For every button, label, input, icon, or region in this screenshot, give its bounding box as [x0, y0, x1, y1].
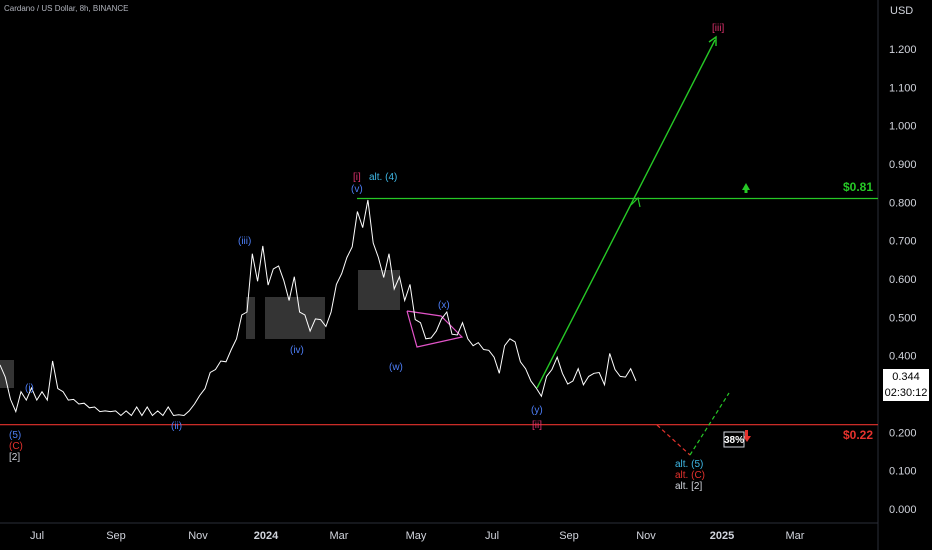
wave-label-y: (y): [531, 405, 543, 416]
wave-label-bracket-ii: [ii]: [532, 420, 542, 431]
wave-label-w: (w): [389, 362, 403, 373]
price-tick-label: 0.100: [889, 466, 917, 478]
wave-label-x: (x): [438, 300, 450, 311]
price-tick-label: 0.400: [889, 351, 917, 363]
time-tick-label: Nov: [188, 530, 208, 542]
price-tick-label: 1.100: [889, 82, 917, 94]
target-level-label: $0.81: [843, 180, 873, 194]
up-arrow-icon: [742, 183, 750, 190]
alt-rally-projection: [689, 392, 730, 456]
wave-label-ii: (ii): [171, 421, 182, 432]
time-tick-label: Mar: [786, 530, 805, 542]
wave-label-alt-2: alt. [2]: [675, 481, 702, 492]
price-tick-label: 0.700: [889, 236, 917, 248]
time-tick-label: May: [406, 530, 427, 542]
price-tick-label: 0.900: [889, 159, 917, 171]
price-series-line: [0, 199, 637, 417]
arrow-tick: [630, 196, 641, 208]
triangle-pattern: [406, 310, 464, 348]
time-tick-label: Jul: [30, 530, 44, 542]
wave-label-2: [2]: [9, 452, 20, 463]
time-tick-label: 2024: [254, 530, 279, 542]
bar-countdown-badge: 02:30:12: [883, 385, 929, 401]
down-arrow-icon: [743, 436, 751, 442]
time-tick-label: Sep: [106, 530, 126, 542]
time-tick-label: Nov: [636, 530, 656, 542]
wave-label-v: (v): [351, 184, 363, 195]
wave-label-bracket-iii: [iii]: [712, 23, 724, 34]
retracement-label: 38%: [724, 435, 744, 446]
support-level-label: $0.22: [843, 428, 873, 442]
wave-label-iii: (iii): [238, 236, 251, 247]
time-axis-ticks: Jul Sep Nov 2024 Mar May Jul Sep Nov 2025 Mar: [30, 530, 805, 542]
wave-label-c: (C): [9, 441, 23, 452]
alt-decline-projection: [656, 424, 691, 456]
price-tick-label: 0.600: [889, 274, 917, 286]
price-tick-label: 0.000: [889, 504, 917, 516]
time-tick-label: Jul: [485, 530, 499, 542]
symbol-title: Cardano / US Dollar, 8h, BINANCE: [4, 4, 129, 13]
currency-label: USD: [890, 5, 914, 17]
consolidation-box: [246, 297, 255, 339]
wave-label-alt-5: alt. (5): [675, 459, 703, 470]
price-tick-label: 1.000: [889, 121, 917, 133]
consolidation-box: [358, 270, 400, 310]
wave-label-i: (i): [25, 383, 34, 394]
wave-label-iv: (iv): [290, 345, 304, 356]
consolidation-box: [0, 360, 14, 388]
wave-label-bracket-i: [i]: [353, 172, 361, 183]
arrow-head: [708, 35, 717, 46]
price-tick-label: 1.200: [889, 44, 917, 56]
price-tick-label: 0.500: [889, 312, 917, 324]
time-tick-label: Sep: [559, 530, 579, 542]
price-axis-ticks: 1.200 1.100 1.000 0.900 0.800 0.700 0.600 0.500…: [889, 44, 917, 516]
price-tick-label: 0.800: [889, 197, 917, 209]
wave-label-alt-c: alt. (C): [675, 470, 705, 481]
wave-label-5: (5): [9, 430, 21, 441]
wave-iii-projection-arrow: [536, 39, 716, 389]
price-tick-label: 0.200: [889, 427, 917, 439]
last-price-badge: 0.344: [883, 369, 929, 385]
consolidation-box: [265, 297, 325, 339]
retracement-badge: [723, 431, 745, 448]
time-tick-label: 2025: [710, 530, 734, 542]
time-tick-label: Mar: [330, 530, 349, 542]
wave-label-alt-4: alt. (4): [369, 172, 397, 183]
